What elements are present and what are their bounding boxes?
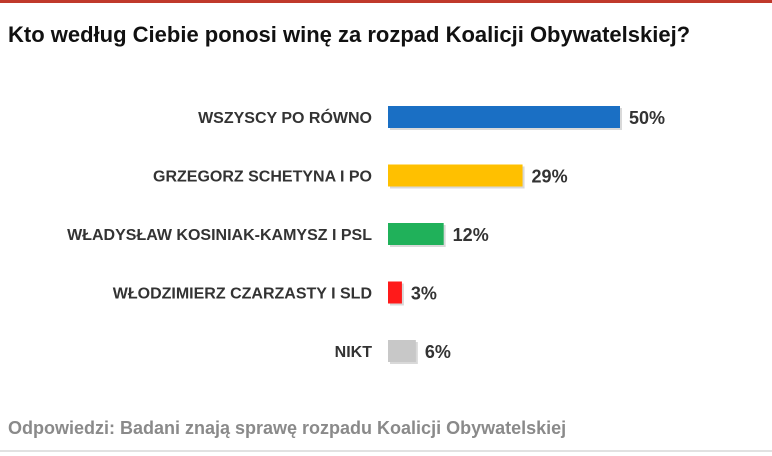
category-label: WSZYSCY PO RÓWNO xyxy=(198,108,372,127)
bottom-rule xyxy=(0,450,772,452)
value-label: 50% xyxy=(629,108,665,128)
value-label: 29% xyxy=(532,167,568,187)
category-label: WŁADYSŁAW KOSINIAK-KAMYSZ I PSL xyxy=(67,227,372,244)
value-label: 3% xyxy=(411,284,437,304)
top-rule xyxy=(0,0,772,3)
value-label: 12% xyxy=(453,225,489,245)
category-label: NIKT xyxy=(335,344,373,361)
bar xyxy=(388,281,402,304)
chart-title: Kto według Ciebie ponosi winę za rozpad … xyxy=(8,22,691,47)
bar xyxy=(388,223,444,245)
bar xyxy=(388,106,620,128)
category-label: WŁODZIMIERZ CZARZASTY I SLD xyxy=(113,286,372,303)
category-label: GRZEGORZ SCHETYNA I PO xyxy=(153,169,372,186)
bar xyxy=(388,340,416,362)
footnote: Odpowiedzi: Badani znają sprawę rozpadu … xyxy=(8,418,567,438)
value-label: 6% xyxy=(425,342,451,362)
bar xyxy=(388,164,523,187)
